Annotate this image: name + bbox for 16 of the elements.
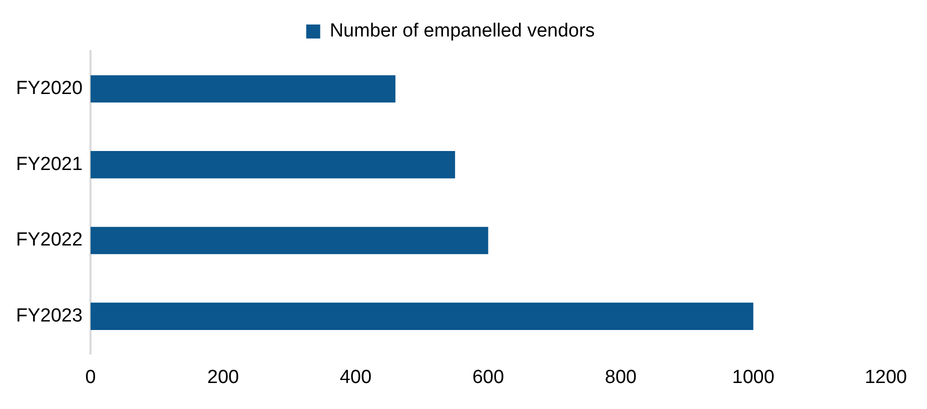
y-tick-label: FY2022 [16, 230, 83, 251]
x-tick-label: 1200 [864, 366, 908, 388]
x-tick-label: 1000 [732, 366, 774, 388]
x-tick-label: 800 [604, 366, 637, 388]
y-tick-label: FY2021 [16, 154, 83, 175]
y-tick-label: FY2020 [16, 78, 83, 100]
legend-label: Number of empanelled vendors [330, 20, 595, 42]
x-tick-label: 400 [340, 366, 372, 388]
bar [90, 226, 488, 254]
x-tick-label: 600 [472, 366, 504, 388]
bar [90, 75, 396, 103]
x-tick-label: 200 [207, 366, 239, 388]
y-tick-label: FY2023 [16, 306, 83, 327]
bar [90, 151, 456, 178]
x-tick-label: 0 [85, 366, 96, 388]
bar [90, 302, 754, 330]
